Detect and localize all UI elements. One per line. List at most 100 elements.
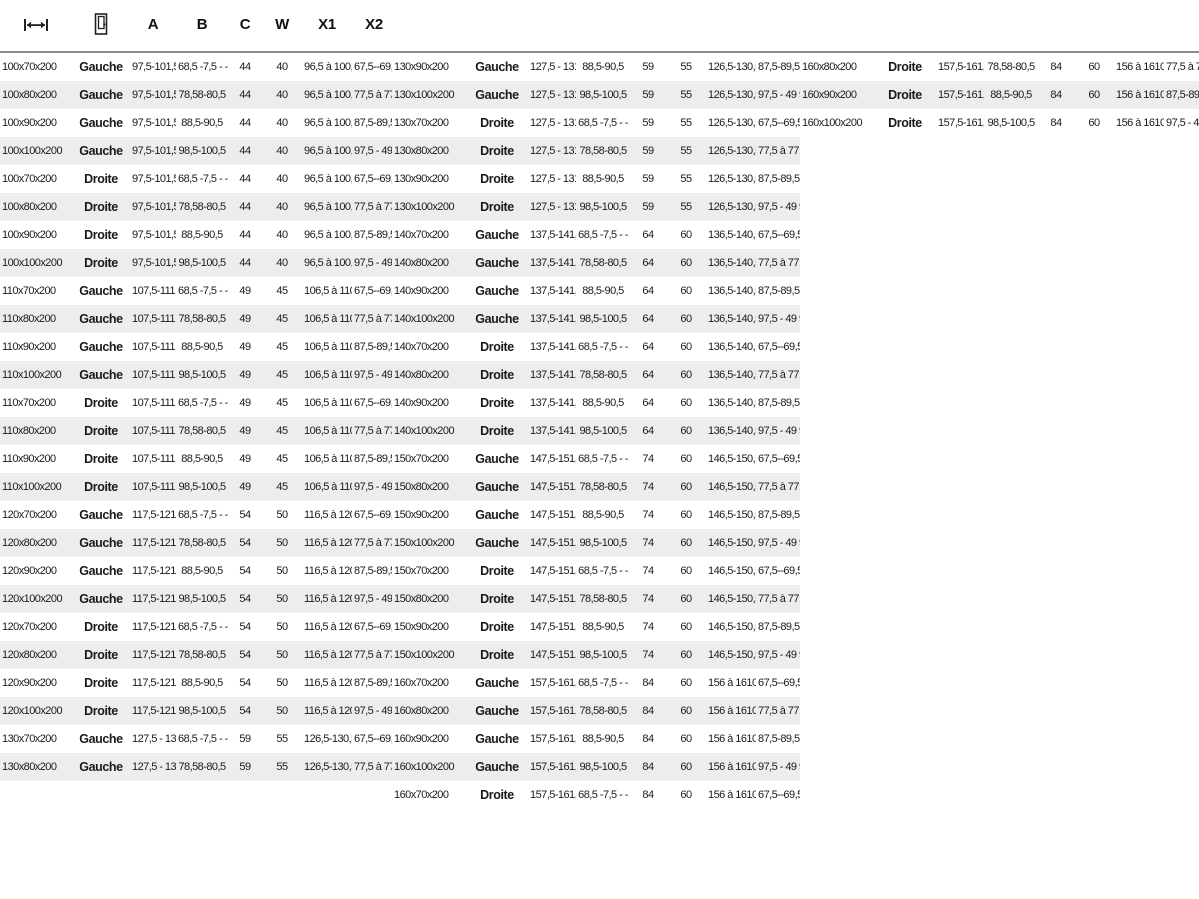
cell-side: Gauche <box>475 60 519 74</box>
cell-c: 84 <box>1050 61 1062 73</box>
table-row: 130x80x200 Gauche 127,5 - 131,578,58-80,5 5… <box>0 753 396 781</box>
cell-reference: 120x90x200 <box>2 565 57 577</box>
cell-a: 137,5-141,5 <box>530 257 576 269</box>
header-cell-a: A <box>130 0 176 48</box>
cell-x2: 67,5--69,5 <box>758 677 800 689</box>
cell-a: 157,5-161,5 <box>938 89 984 101</box>
cell-reference: 100x90x200 <box>2 229 57 241</box>
cell-c: 84 <box>1050 117 1062 129</box>
cell-x1: 156 à 1610,5 <box>1116 117 1164 129</box>
cell-w: 60 <box>680 285 692 297</box>
cell-b: 78,58-80,5 <box>178 425 226 437</box>
cell-x1: 106,5 à 1100,5 <box>304 453 352 465</box>
cell-c: 84 <box>1050 89 1062 101</box>
cell-a: 127,5 - 131,5 <box>530 201 576 213</box>
cell-reference: 100x70x200 <box>2 173 57 185</box>
cell-a: 97,5-101,5 <box>132 173 176 185</box>
cell-a: 157,5-161,5 <box>938 61 984 73</box>
table-row: 130x70x200 Droite 127,5 - 131,568,5 -7,5 -… <box>392 109 800 137</box>
cell-x1: 156 à 1610,5 <box>1116 89 1164 101</box>
cell-x1: 146,5-150,5 <box>708 621 756 633</box>
cell-x1: 96,5 à 100,0 <box>304 61 352 73</box>
cell-b: 78,58-80,5 <box>579 369 627 381</box>
cell-b: 68,5 -7,5 - - <box>178 397 228 409</box>
table-row: 100x100x200 Gauche 97,5-101,5 98,5-100,5 44 4… <box>0 137 396 165</box>
cell-w: 60 <box>680 621 692 633</box>
cell-w: 60 <box>680 257 692 269</box>
cell-side: Gauche <box>475 284 519 298</box>
cell-side: Droite <box>84 228 118 242</box>
cell-reference: 110x100x200 <box>2 481 62 493</box>
cell-c: 44 <box>239 117 251 129</box>
table-header: A B C W X1 X2 <box>0 0 396 53</box>
cell-b: 68,5 -7,5 - - <box>578 565 628 577</box>
cell-b: 78,58-80,5 <box>178 201 226 213</box>
table-row: 120x100x200 Droite 117,5-121,598,5-100,5 54… <box>0 697 396 725</box>
table-row: 130x100x200 Gauche 127,5 - 131,598,5-100,5… <box>392 81 800 109</box>
cell-reference: 160x80x200 <box>802 61 857 73</box>
cell-a: 117,5-121,5 <box>132 705 176 717</box>
cell-b: 68,5 -7,5 - - <box>178 61 228 73</box>
cell-c: 44 <box>239 229 251 241</box>
table-row: 120x70x200 Droite 117,5-121,568,5 -7,5 - -… <box>0 613 396 641</box>
cell-w: 60 <box>680 677 692 689</box>
cell-a: 127,5 - 131,5 <box>530 117 576 129</box>
cell-c: 54 <box>239 593 251 605</box>
cell-w: 45 <box>276 285 288 297</box>
cell-a: 157,5-161,5 <box>530 705 576 717</box>
cell-side: Gauche <box>475 88 519 102</box>
cell-b: 98,5-100,5 <box>178 145 226 157</box>
cell-reference: 160x70x200 <box>394 677 449 689</box>
cell-reference: 100x70x200 <box>2 61 57 73</box>
cell-side: Gauche <box>475 312 519 326</box>
table-row: 130x70x200 Gauche 127,5 - 131,568,5 -7,5 -… <box>0 725 396 753</box>
cell-x2: 87,5-89,5 <box>354 229 396 241</box>
cell-w: 50 <box>276 537 288 549</box>
table-row: 160x90x200 Gauche 157,5-161,5 88,5-90,5 84 60… <box>392 725 800 753</box>
cell-x2: 77,5 à 77,5 à 79,5 <box>758 145 800 157</box>
cell-b: 68,5 -7,5 - - <box>178 509 228 521</box>
cell-x2: 77,5 à 77,5 à 79,5 <box>758 593 800 605</box>
cell-w: 50 <box>276 705 288 717</box>
cell-c: 64 <box>642 369 654 381</box>
cell-c: 59 <box>642 89 654 101</box>
table-row: 100x90x200 Gauche 97,5-101,5 88,5-90,5 44 40 9… <box>0 109 396 137</box>
cell-x2: 87,5-89,5 <box>758 509 800 521</box>
table-row: 150x90x200 Gauche 147,5-151,5 88,5-90,5 74 60… <box>392 501 800 529</box>
cell-b: 68,5 -7,5 - - <box>578 453 628 465</box>
cell-x1: 146,5-150,5 <box>708 453 756 465</box>
cell-x1: 106,5 à 1100,5 <box>304 313 352 325</box>
cell-side: Gauche <box>475 760 519 774</box>
cell-b: 78,58-80,5 <box>579 145 627 157</box>
cell-x1: 136,5-140,5 <box>708 369 756 381</box>
cell-c: 64 <box>642 229 654 241</box>
table-row: 140x90x200 Droite 137,5-141,5 88,5-90,5 64 60… <box>392 389 800 417</box>
cell-side: Gauche <box>79 508 123 522</box>
cell-w: 55 <box>680 173 692 185</box>
cell-a: 157,5-161,5 <box>938 117 984 129</box>
cell-b: 78,58-80,5 <box>178 649 226 661</box>
cell-reference: 110x70x200 <box>2 397 56 409</box>
cell-side: Droite <box>84 704 118 718</box>
cell-x1: 146,5-150,5 <box>708 593 756 605</box>
header-rule <box>0 48 396 53</box>
cell-b: 68,5 -7,5 - - <box>178 285 228 297</box>
cell-b: 68,5 -7,5 - - <box>178 621 228 633</box>
cell-c: 74 <box>642 537 654 549</box>
cell-b: 98,5-100,5 <box>579 89 627 101</box>
table-row: 150x80x200 Droite 147,5-151,578,58-80,5 74 6… <box>392 585 800 613</box>
cell-reference: 150x70x200 <box>394 453 449 465</box>
cell-w: 60 <box>1088 61 1100 73</box>
cell-side: Gauche <box>79 144 123 158</box>
cell-x1: 136,5-140,5 <box>708 341 756 353</box>
cell-reference: 150x100x200 <box>394 537 455 549</box>
header-cell-x1: X1 <box>302 0 352 48</box>
table-row: 160x70x200 Droite 157,5-161,568,5 -7,5 - -… <box>392 781 800 809</box>
cell-x1: 146,5-150,5 <box>708 537 756 549</box>
cell-c: 49 <box>239 341 251 353</box>
cell-x2: 67,5--69,5 <box>758 789 800 801</box>
cell-x2: 67,5--69,5 <box>758 341 800 353</box>
header-rule-line <box>800 48 1199 53</box>
cell-a: 117,5-121,5 <box>132 537 176 549</box>
cell-c: 54 <box>239 677 251 689</box>
